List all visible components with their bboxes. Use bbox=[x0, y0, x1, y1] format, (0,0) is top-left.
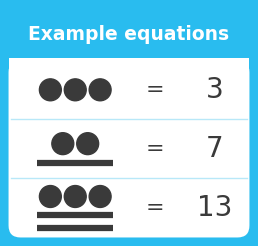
Text: 7: 7 bbox=[206, 135, 223, 163]
Circle shape bbox=[89, 185, 111, 207]
Circle shape bbox=[89, 79, 111, 101]
Text: =: = bbox=[146, 139, 164, 159]
Circle shape bbox=[77, 133, 99, 154]
Text: 13: 13 bbox=[197, 194, 232, 222]
Text: 3: 3 bbox=[206, 76, 223, 104]
Circle shape bbox=[39, 79, 61, 101]
Text: =: = bbox=[146, 80, 164, 100]
Text: Example equations: Example equations bbox=[28, 25, 230, 44]
Bar bbox=[9, 58, 249, 72]
FancyBboxPatch shape bbox=[9, 9, 249, 237]
Circle shape bbox=[64, 185, 86, 207]
Circle shape bbox=[52, 133, 74, 154]
FancyBboxPatch shape bbox=[9, 60, 249, 237]
Text: =: = bbox=[146, 198, 164, 218]
Circle shape bbox=[39, 185, 61, 207]
Circle shape bbox=[64, 79, 86, 101]
